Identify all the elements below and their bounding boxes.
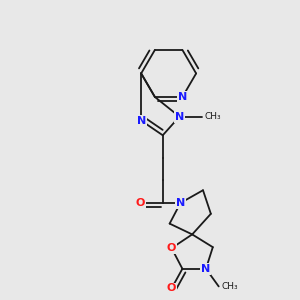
Text: O: O: [136, 198, 145, 208]
Text: O: O: [167, 284, 176, 293]
Text: CH₃: CH₃: [222, 282, 238, 291]
Text: CH₃: CH₃: [205, 112, 222, 121]
Text: N: N: [176, 198, 185, 208]
Text: N: N: [178, 92, 187, 102]
Text: O: O: [167, 243, 176, 253]
Text: N: N: [136, 116, 146, 126]
Text: N: N: [201, 264, 211, 274]
Text: N: N: [175, 112, 184, 122]
